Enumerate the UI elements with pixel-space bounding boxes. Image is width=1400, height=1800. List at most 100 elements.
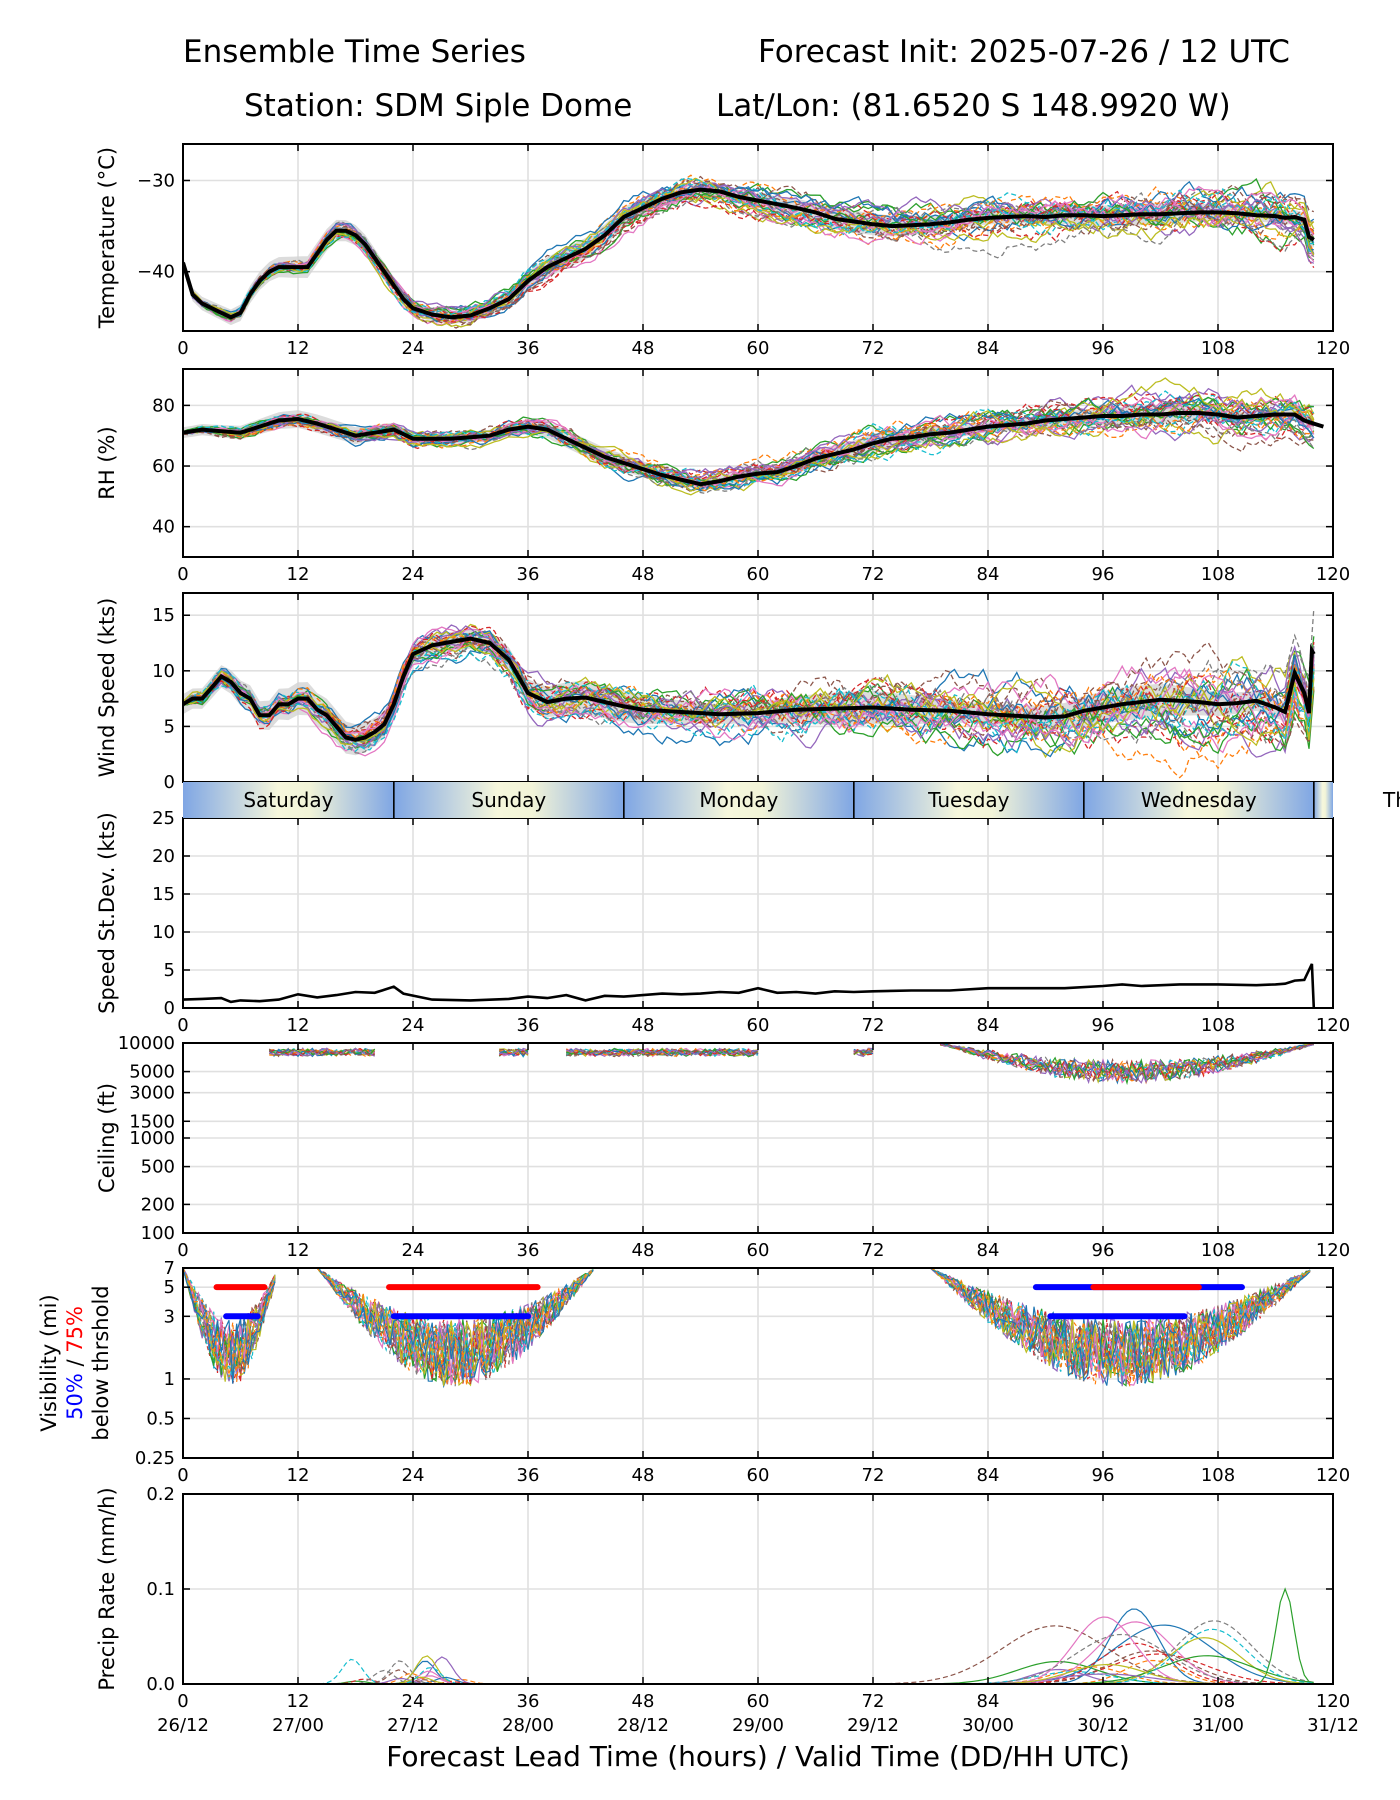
x-tick-label: 48 — [632, 338, 655, 359]
visibility-member-line — [316, 1268, 594, 1380]
valid-time-label: 31/00 — [1192, 1715, 1244, 1736]
ensemble-member-line — [183, 650, 1315, 750]
visibility-member-line — [316, 1268, 594, 1387]
ceiling-member-line — [269, 1047, 375, 1057]
y-tick-label: 80 — [152, 395, 175, 416]
y-tick-label: 100 — [141, 1223, 175, 1244]
precip-member-line — [183, 1628, 1314, 1684]
visibility-member-line — [316, 1268, 594, 1380]
panel-precip: 0 12 24 36 48 60 72 84 96 108 120 0.0 0.1 0.2 Precip R… — [95, 1484, 1350, 1712]
ceiling-member-line — [939, 1043, 1314, 1080]
y-tick-label: 5000 — [129, 1062, 175, 1083]
x-axis-label: Forecast Lead Time (hours) / Valid Time … — [386, 1740, 1130, 1773]
ceiling-member-line — [498, 1048, 529, 1057]
day-label: Saturday — [243, 788, 333, 812]
ensemble-mean-line — [183, 963, 1316, 1008]
day-band-segment — [853, 782, 1084, 818]
day-label: Tuesday — [927, 788, 1010, 812]
ensemble-mean-line — [183, 411, 1324, 487]
y-tick-label: 10 — [152, 661, 175, 682]
panel-grid — [182, 369, 1334, 557]
ceiling-member-line — [939, 1043, 1314, 1084]
y-tick-label: 10 — [152, 922, 175, 943]
valid-time-label: 30/00 — [962, 1715, 1014, 1736]
x-tick-label: 12 — [287, 338, 310, 359]
ensemble-mean-line — [183, 187, 1315, 320]
precip-member-line — [183, 1653, 1314, 1684]
ensemble-member-line — [183, 643, 1315, 754]
visibility-member-line — [930, 1268, 1311, 1387]
y-tick-label: 15 — [152, 884, 175, 905]
x-tick-label: 12 — [287, 1691, 310, 1712]
panel-rh: 0 12 24 36 48 60 72 84 96 108 120 40 60 80 RH (%) — [95, 368, 1350, 585]
x-tick-label: 96 — [1092, 1691, 1115, 1712]
y-axis-label: Precip Rate (mm/h) — [95, 1487, 119, 1690]
x-tick-label: 12 — [287, 1240, 310, 1261]
ensemble-member-line — [183, 174, 1315, 317]
y-axis-label: RH (%) — [95, 426, 119, 499]
x-tick-label: 0 — [177, 1015, 188, 1036]
y-tick-label: 1000 — [129, 1128, 175, 1149]
x-tick-label: 60 — [747, 1015, 770, 1036]
precip-member-line — [183, 1633, 1314, 1684]
x-tick-label: 12 — [287, 1465, 310, 1486]
x-tick-label: 72 — [862, 1015, 885, 1036]
x-tick-label: 24 — [402, 1691, 425, 1712]
day-band-segment — [623, 782, 854, 818]
valid-time-label: 28/00 — [502, 1715, 554, 1736]
x-tick-label: 72 — [862, 564, 885, 585]
x-tick-label: 24 — [402, 338, 425, 359]
precip-member-line — [183, 1637, 1314, 1684]
x-tick-label: 120 — [1316, 564, 1350, 585]
ceiling-member-line — [269, 1048, 376, 1056]
x-tick-label: 60 — [747, 1240, 770, 1261]
y-axis-label: Visibility (mi) — [37, 1294, 61, 1431]
station-label: Station: SDM Siple Dome — [244, 88, 633, 124]
y-tick-label: 0 — [164, 998, 175, 1019]
x-tick-label: 84 — [977, 1465, 1000, 1486]
y-tick-label: 5 — [164, 960, 175, 981]
y-tick-label: 1500 — [129, 1111, 175, 1132]
y-tick-label: 25 — [152, 808, 175, 829]
y-tick-label: 0.1 — [146, 1579, 175, 1600]
x-tick-label: 24 — [402, 564, 425, 585]
x-tick-label: 72 — [862, 1465, 885, 1486]
x-tick-label: 120 — [1316, 338, 1350, 359]
y-tick-label: 1 — [164, 1369, 175, 1390]
y-tick-label: 5 — [164, 1277, 175, 1298]
ensemble-member-line — [183, 177, 1314, 319]
day-band-segment — [393, 782, 624, 818]
panel-plot-area — [183, 608, 1316, 779]
valid-time-label: 27/12 — [387, 1715, 439, 1736]
ceiling-member-line — [853, 1047, 874, 1057]
panel-plot-area — [183, 174, 1315, 329]
y-tick-label: −40 — [137, 262, 175, 283]
panel-ceiling: 0 12 24 36 48 60 72 84 96 108 120 100 200 500 10001500… — [95, 1033, 1350, 1261]
day-label: Monday — [699, 788, 778, 812]
panel-plot-area — [183, 1587, 1315, 1684]
y-axis-label: Temperature (°C) — [95, 147, 119, 329]
visibility-member-line — [930, 1268, 1311, 1379]
x-tick-label: 48 — [632, 1240, 655, 1261]
y-tick-label: 500 — [141, 1157, 175, 1178]
x-tick-label: 96 — [1092, 564, 1115, 585]
ceiling-member-line — [499, 1048, 529, 1056]
valid-time-label: 29/00 — [732, 1715, 784, 1736]
panel-sdev: 0 12 24 36 48 60 72 84 96 108 120 0 5 10 15 20 25 Speed S… — [95, 808, 1350, 1036]
x-tick-label: 108 — [1201, 1691, 1235, 1712]
panel-wind: 0 5 10 15 Wind Speed (kts) — [95, 592, 1334, 793]
x-tick-label: 108 — [1201, 338, 1235, 359]
x-tick-label: 36 — [517, 338, 540, 359]
x-tick-label: 0 — [177, 1465, 188, 1486]
ensemble-member-line — [183, 642, 1315, 748]
y-tick-label: 10000 — [118, 1033, 175, 1054]
y-tick-label: 15 — [152, 605, 175, 626]
precip-member-line — [183, 1642, 1314, 1684]
spread-band — [183, 404, 1314, 490]
ensemble-member-line — [183, 181, 1315, 322]
valid-time-label: 26/12 — [157, 1715, 209, 1736]
day-band-segment — [1083, 782, 1314, 818]
x-tick-label: 60 — [747, 1691, 770, 1712]
ensemble-member-line — [183, 630, 1315, 740]
panel-temperature: 0 12 24 36 48 60 72 84 96 108 120 −30 −40 Temperature… — [95, 143, 1350, 359]
